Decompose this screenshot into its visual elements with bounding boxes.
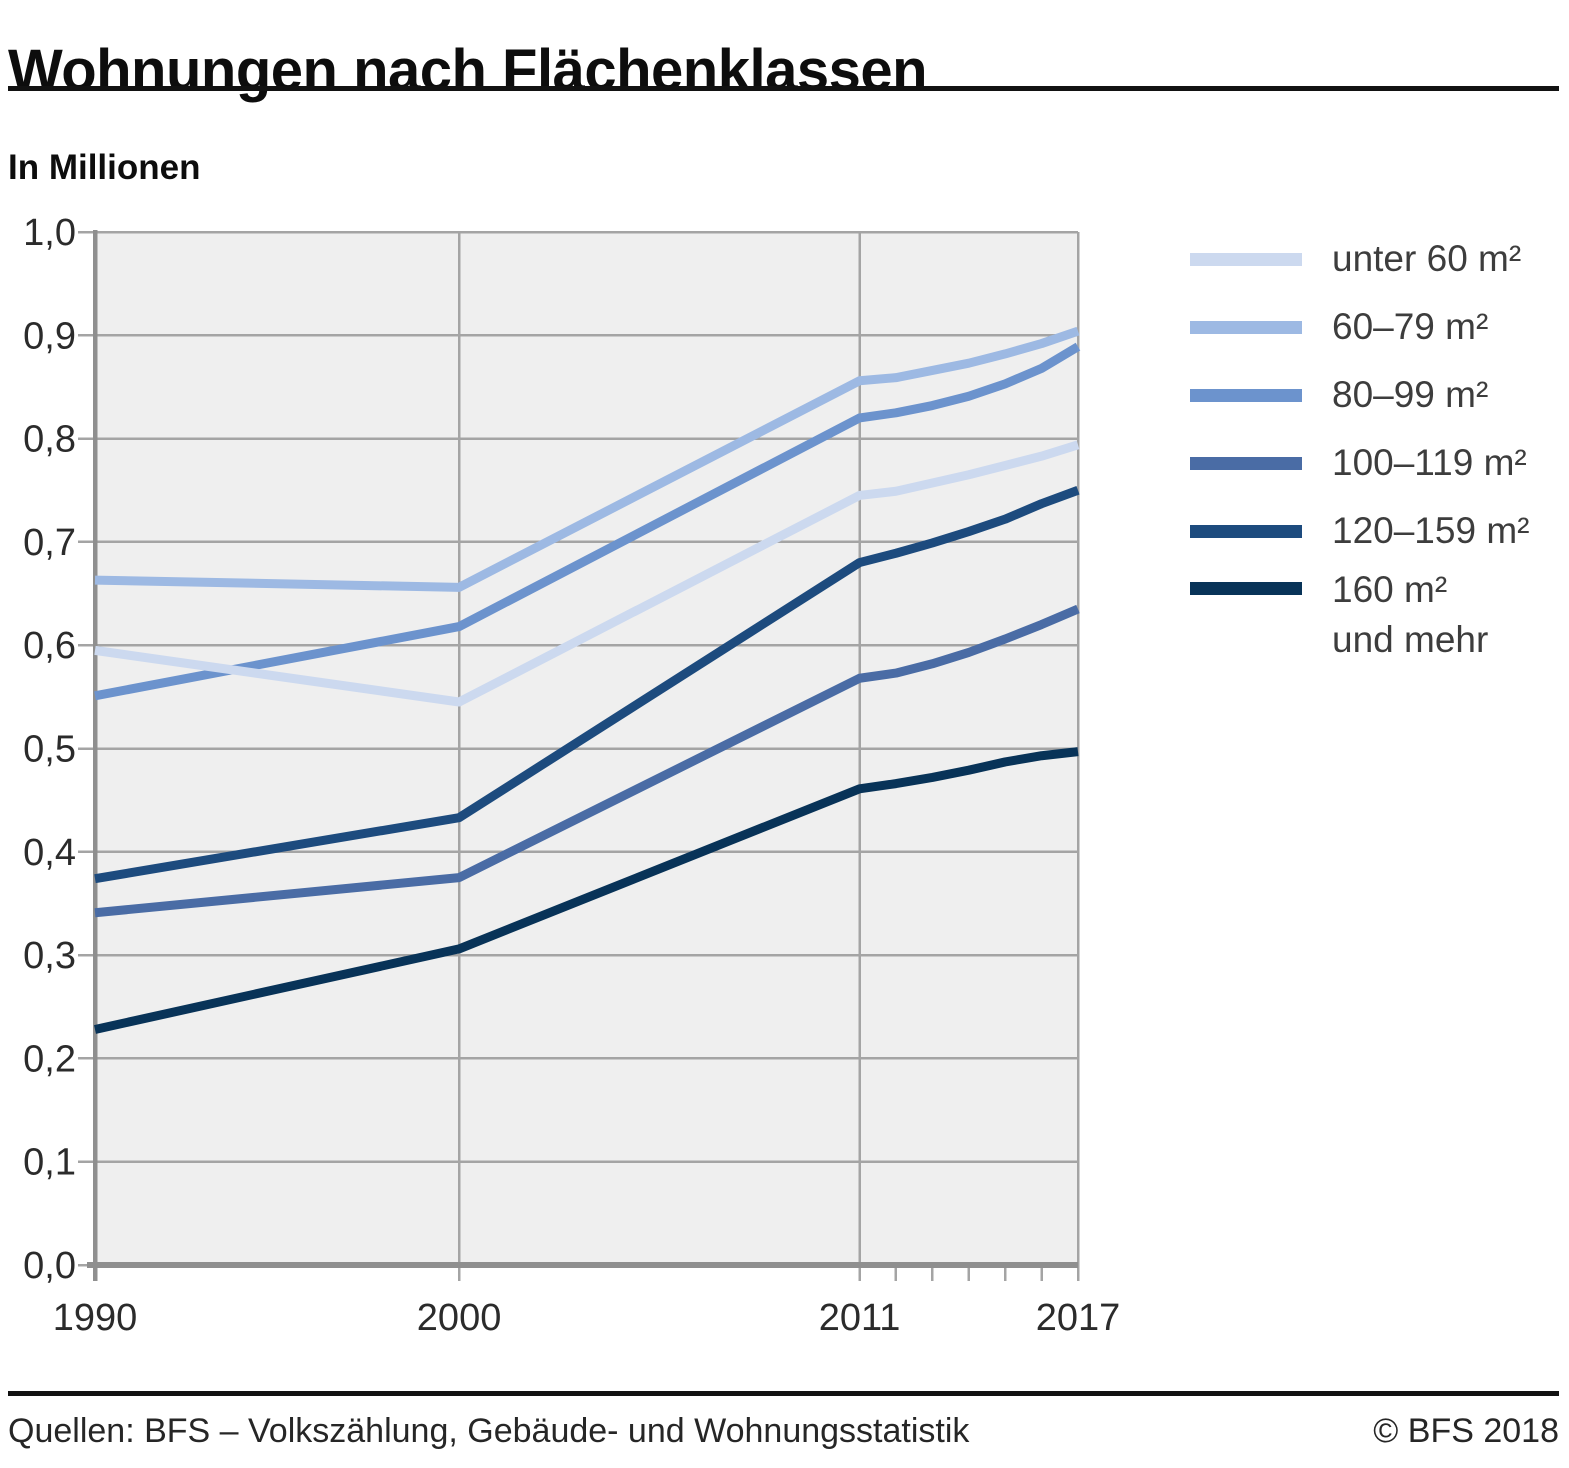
y-tick-label: 1,0 bbox=[23, 212, 76, 254]
footer: Quellen: BFS – Volkszählung, Gebäude- un… bbox=[8, 1412, 1559, 1451]
x-tick-label: 2011 bbox=[819, 1297, 901, 1339]
series-line-3 bbox=[94, 604, 1080, 918]
page-title: Wohnungen nach Flächenklassen bbox=[8, 37, 928, 103]
y-tick-label: 0,6 bbox=[23, 625, 76, 667]
legend-item: 100–119 m² bbox=[1190, 429, 1529, 497]
y-tick-label: 0,9 bbox=[23, 315, 76, 357]
series-line-1 bbox=[94, 326, 1080, 592]
legend-swatch bbox=[1190, 524, 1302, 538]
y-tick-label: 0,0 bbox=[23, 1245, 76, 1287]
y-tick-label: 0,8 bbox=[23, 419, 76, 461]
legend-item: 80–99 m² bbox=[1190, 361, 1529, 429]
x-tick-label: 2017 bbox=[1036, 1297, 1121, 1339]
x-tick-label: 2000 bbox=[417, 1297, 502, 1339]
legend-swatch bbox=[1190, 582, 1302, 595]
legend-swatch bbox=[1190, 320, 1302, 334]
series-line-2 bbox=[94, 342, 1081, 701]
source-text: Quellen: BFS – Volkszählung, Gebäude- un… bbox=[8, 1412, 970, 1450]
chart-unit-label: In Millionen bbox=[8, 148, 201, 187]
legend-item: unter 60 m² bbox=[1190, 225, 1529, 293]
title-divider bbox=[8, 86, 1559, 91]
y-tick-label: 0,1 bbox=[23, 1142, 76, 1184]
legend-swatch bbox=[1190, 252, 1302, 266]
copyright-text: © BFS 2018 bbox=[1373, 1412, 1559, 1450]
footer-divider bbox=[8, 1391, 1559, 1396]
legend-item: 60–79 m² bbox=[1190, 293, 1529, 361]
series-line-0 bbox=[94, 440, 1080, 707]
legend-item: 120–159 m² bbox=[1190, 497, 1529, 565]
legend-swatch bbox=[1190, 456, 1302, 470]
y-tick-label: 0,7 bbox=[23, 522, 76, 564]
legend-label: unter 60 m² bbox=[1332, 238, 1522, 280]
x-tick-label: 1990 bbox=[53, 1297, 138, 1339]
legend-label: 80–99 m² bbox=[1332, 374, 1489, 416]
y-tick-label: 0,3 bbox=[23, 935, 76, 977]
series-line-4 bbox=[94, 486, 1080, 884]
legend-label: 160 m² und mehr bbox=[1332, 569, 1489, 660]
legend-label: 120–159 m² bbox=[1332, 510, 1530, 552]
legend-label: 100–119 m² bbox=[1332, 442, 1527, 484]
y-tick-label: 0,4 bbox=[23, 832, 76, 874]
chart-legend: unter 60 m² 60–79 m² 80–99 m² 100–119 m²… bbox=[1190, 225, 1529, 665]
series-line-5 bbox=[94, 747, 1079, 1034]
legend-swatch bbox=[1190, 388, 1302, 402]
y-tick-label: 0,5 bbox=[23, 729, 76, 771]
legend-label: 60–79 m² bbox=[1332, 306, 1489, 348]
y-tick-label: 0,2 bbox=[23, 1038, 76, 1080]
legend-item: 160 m² und mehr bbox=[1190, 565, 1529, 665]
